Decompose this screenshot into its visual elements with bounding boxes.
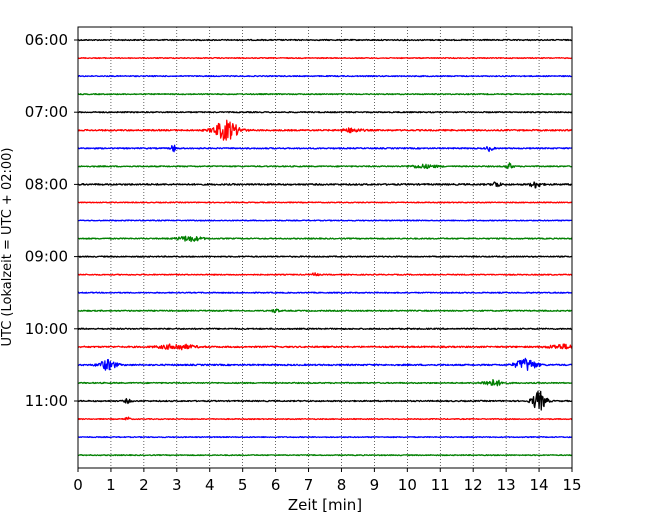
trace-line: [77, 111, 573, 114]
plot-frame: [77, 26, 573, 469]
trace-line: [77, 343, 573, 351]
trace-line: [77, 436, 573, 439]
trace-line: [77, 416, 573, 421]
trace-group: [77, 38, 573, 457]
x-tick-label: 10: [398, 476, 417, 494]
x-axis: 0 1 2 3 4 5 6 7 8 9 10 11 12 13 14 15: [73, 468, 582, 494]
trace-line: [77, 327, 573, 331]
x-tick-label: 15: [562, 476, 581, 494]
x-tick-label: 7: [304, 476, 314, 494]
trace-line: [77, 162, 573, 170]
x-tick-label: 0: [73, 476, 83, 494]
y-tick-label: 11:00: [25, 392, 68, 410]
trace-line: [77, 181, 573, 189]
trace-line: [77, 357, 573, 371]
trace-line: [77, 38, 573, 42]
x-tick-label: 6: [271, 476, 281, 494]
x-tick-label: 14: [530, 476, 549, 494]
trace-line: [77, 235, 573, 243]
y-tick-label: 06:00: [25, 31, 68, 49]
trace-line: [77, 219, 573, 222]
trace-line: [77, 56, 573, 60]
trace-line: [77, 74, 573, 78]
x-tick-label: 4: [205, 476, 215, 494]
y-tick-label: 07:00: [25, 103, 68, 121]
x-tick-label: 11: [431, 476, 450, 494]
x-tick-label: 1: [106, 476, 116, 494]
y-axis-label: UTC (Lokalzeit = UTC + 02:00): [0, 148, 15, 347]
y-axis: 06:00 07:00 08:00 09:00 10:00 11:00: [25, 31, 78, 410]
trace-line: [77, 93, 573, 96]
trace-line: [77, 454, 573, 457]
trace-line: [77, 119, 573, 141]
trace-line: [77, 272, 573, 277]
x-tick-label: 8: [337, 476, 347, 494]
x-tick-label: 9: [370, 476, 380, 494]
x-tick-label: 12: [464, 476, 483, 494]
x-tick-label: 2: [139, 476, 149, 494]
trace-line: [77, 255, 573, 258]
trace-line: [77, 390, 573, 411]
trace-line: [77, 144, 573, 153]
x-tick-label: 5: [238, 476, 248, 494]
trace-line: [77, 378, 573, 387]
trace-line: [77, 201, 573, 204]
trace-line: [77, 291, 573, 294]
x-axis-label: Zeit [min]: [288, 496, 362, 514]
y-tick-label: 09:00: [25, 248, 68, 266]
trace-line: [77, 308, 573, 314]
y-tick-label: 10:00: [25, 320, 68, 338]
x-tick-label: 13: [497, 476, 516, 494]
x-tick-label: 3: [172, 476, 182, 494]
y-tick-label: 08:00: [25, 175, 68, 193]
